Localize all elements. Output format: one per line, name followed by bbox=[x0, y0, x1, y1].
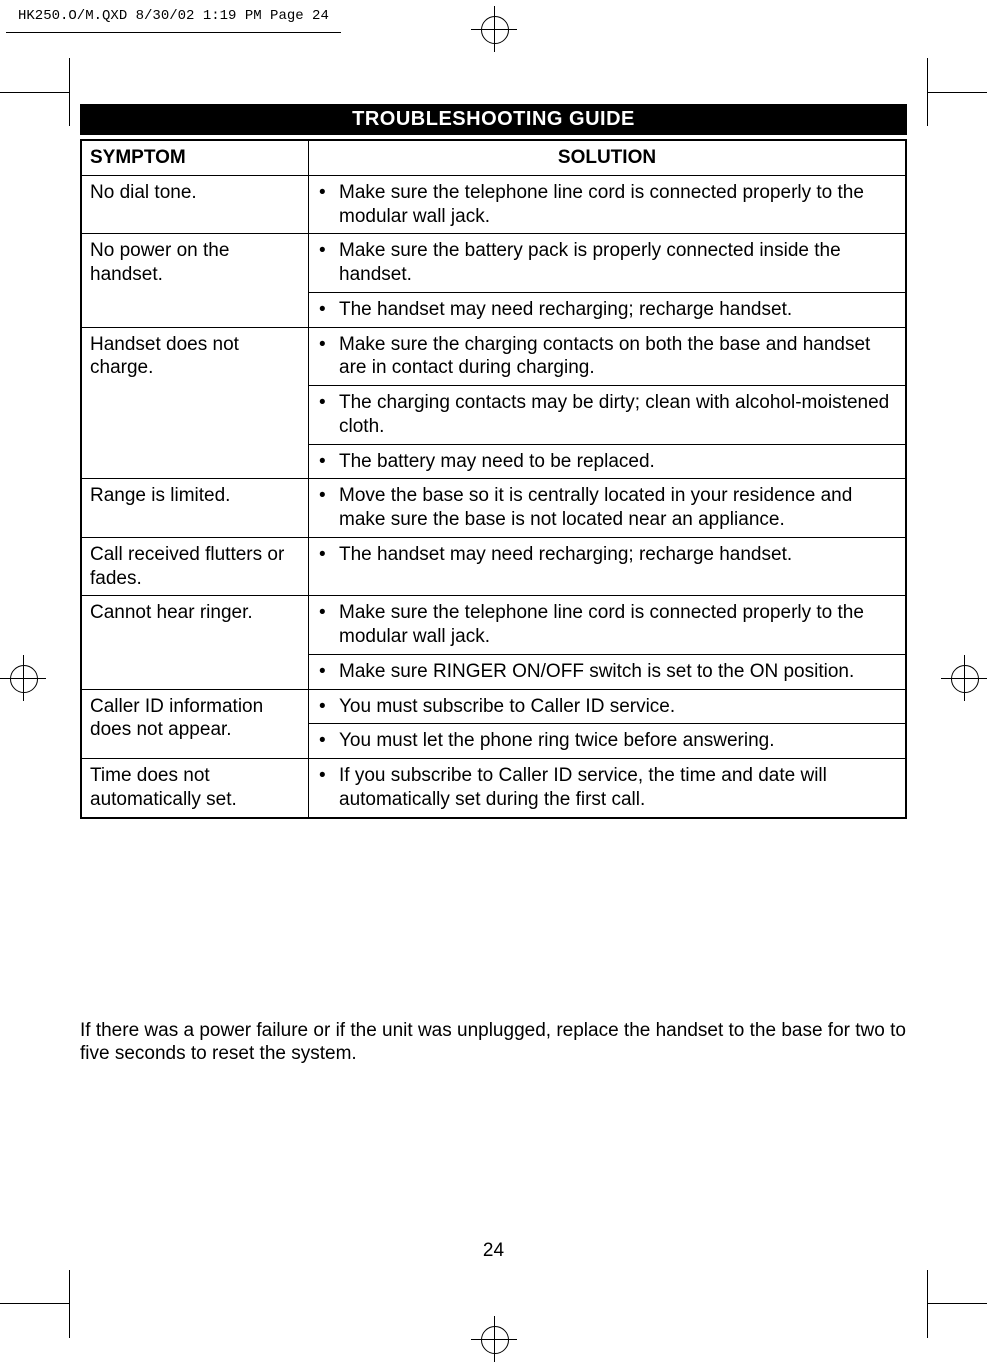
bullet-icon: • bbox=[317, 543, 339, 567]
bullet-icon: • bbox=[317, 181, 339, 229]
symptom-cell: Caller ID information does not appear. bbox=[81, 689, 309, 759]
bullet-icon: • bbox=[317, 450, 339, 474]
bullet-icon: • bbox=[317, 764, 339, 812]
register-mark-right bbox=[941, 655, 987, 701]
bullet-icon: • bbox=[317, 298, 339, 322]
symptom-cell: Handset does not charge. bbox=[81, 327, 309, 479]
solution-cell: •Make sure the charging contacts on both… bbox=[309, 327, 907, 386]
solution-cell: •The handset may need recharging; rechar… bbox=[309, 537, 907, 596]
solution-cell: •If you subscribe to Caller ID service, … bbox=[309, 759, 907, 818]
bottom-note: If there was a power failure or if the u… bbox=[80, 1019, 907, 1067]
symptom-cell: Cannot hear ringer. bbox=[81, 596, 309, 689]
header-solution: SOLUTION bbox=[309, 140, 907, 175]
page-number: 24 bbox=[80, 1240, 907, 1262]
bullet-icon: • bbox=[317, 695, 339, 719]
symptom-cell: Call received flutters or fades. bbox=[81, 537, 309, 596]
solution-text: Make sure the charging contacts on both … bbox=[339, 333, 897, 381]
solution-text: The charging contacts may be dirty; clea… bbox=[339, 391, 897, 439]
print-header-slug: HK250.O/M.QXD 8/30/02 1:19 PM Page 24 bbox=[6, 0, 341, 33]
section-title: TROUBLESHOOTING GUIDE bbox=[80, 104, 907, 135]
solution-text: The handset may need recharging; recharg… bbox=[339, 543, 897, 567]
bullet-icon: • bbox=[317, 239, 339, 287]
header-symptom: SYMPTOM bbox=[81, 140, 309, 175]
symptom-cell: No power on the handset. bbox=[81, 234, 309, 327]
solution-cell: •The charging contacts may be dirty; cle… bbox=[309, 386, 907, 445]
solution-text: The battery may need to be replaced. bbox=[339, 450, 897, 474]
bullet-icon: • bbox=[317, 391, 339, 439]
symptom-cell: Range is limited. bbox=[81, 479, 309, 538]
table-row: No power on the handset.•Make sure the b… bbox=[81, 234, 906, 293]
table-row: No dial tone.•Make sure the telephone li… bbox=[81, 175, 906, 234]
solution-text: Move the base so it is centrally located… bbox=[339, 484, 897, 532]
table-row: Caller ID information does not appear.•Y… bbox=[81, 689, 906, 724]
bullet-icon: • bbox=[317, 729, 339, 753]
troubleshooting-table: SYMPTOM SOLUTION No dial tone.•Make sure… bbox=[80, 139, 907, 819]
register-mark-bottom bbox=[471, 1316, 517, 1362]
solution-cell: •Make sure the telephone line cord is co… bbox=[309, 175, 907, 234]
register-mark-top bbox=[471, 6, 517, 52]
table-row: Cannot hear ringer.•Make sure the teleph… bbox=[81, 596, 906, 655]
crop-mark-top-right bbox=[927, 58, 987, 93]
bullet-icon: • bbox=[317, 484, 339, 532]
solution-cell: •Make sure RINGER ON/OFF switch is set t… bbox=[309, 654, 907, 689]
solution-cell: •Make sure the telephone line cord is co… bbox=[309, 596, 907, 655]
table-row: Handset does not charge.•Make sure the c… bbox=[81, 327, 906, 386]
solution-cell: •You must let the phone ring twice befor… bbox=[309, 724, 907, 759]
table-row: Range is limited.•Move the base so it is… bbox=[81, 479, 906, 538]
solution-text: Make sure the telephone line cord is con… bbox=[339, 181, 897, 229]
solution-text: Make sure RINGER ON/OFF switch is set to… bbox=[339, 660, 897, 684]
page-content: TROUBLESHOOTING GUIDE SYMPTOM SOLUTION N… bbox=[80, 104, 907, 1272]
bullet-icon: • bbox=[317, 660, 339, 684]
solution-text: Make sure the battery pack is properly c… bbox=[339, 239, 897, 287]
table-row: Time does not automatically set.•If you … bbox=[81, 759, 906, 818]
register-mark-left bbox=[0, 655, 46, 701]
solution-cell: •Make sure the battery pack is properly … bbox=[309, 234, 907, 293]
crop-mark-top-left bbox=[0, 58, 70, 93]
solution-text: Make sure the telephone line cord is con… bbox=[339, 601, 897, 649]
solution-text: You must subscribe to Caller ID service. bbox=[339, 695, 897, 719]
table-row: Call received flutters or fades.•The han… bbox=[81, 537, 906, 596]
symptom-cell: No dial tone. bbox=[81, 175, 309, 234]
solution-cell: •The battery may need to be replaced. bbox=[309, 444, 907, 479]
crop-mark-bottom-left bbox=[0, 1303, 70, 1338]
bullet-icon: • bbox=[317, 601, 339, 649]
bullet-icon: • bbox=[317, 333, 339, 381]
solution-cell: •The handset may need recharging; rechar… bbox=[309, 292, 907, 327]
solution-cell: •You must subscribe to Caller ID service… bbox=[309, 689, 907, 724]
solution-text: If you subscribe to Caller ID service, t… bbox=[339, 764, 897, 812]
solution-text: The handset may need recharging; recharg… bbox=[339, 298, 897, 322]
symptom-cell: Time does not automatically set. bbox=[81, 759, 309, 818]
solution-cell: •Move the base so it is centrally locate… bbox=[309, 479, 907, 538]
solution-text: You must let the phone ring twice before… bbox=[339, 729, 897, 753]
crop-mark-bottom-right bbox=[927, 1303, 987, 1338]
